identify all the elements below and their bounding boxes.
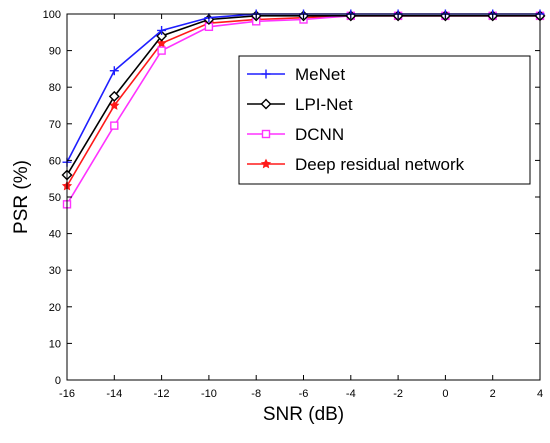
y-tick-label: 0 — [55, 375, 61, 387]
y-tick-label: 90 — [49, 46, 61, 58]
y-tick-label: 100 — [43, 9, 61, 21]
legend-label-deep-residual-network: Deep residual network — [295, 155, 465, 174]
legend-label-menet: MeNet — [295, 65, 345, 84]
x-tick-label: -8 — [251, 388, 261, 400]
y-tick-label: 20 — [49, 302, 61, 314]
legend-box — [238, 55, 531, 185]
data-point-lpi-net — [108, 90, 120, 102]
x-tick-label: 4 — [537, 388, 543, 400]
data-point-menet — [157, 25, 167, 35]
x-tick-label: -14 — [106, 388, 122, 400]
data-point-menet — [109, 66, 119, 76]
x-tick-label: -12 — [154, 388, 170, 400]
y-tick-label: 80 — [49, 82, 61, 94]
y-tick-label: 50 — [49, 192, 61, 204]
y-tick-label: 60 — [49, 155, 61, 167]
legend-marker-menet — [261, 69, 271, 79]
y-tick-label: 10 — [49, 338, 61, 350]
data-point-dcnn — [157, 46, 166, 55]
data-point-deep-residual-network — [109, 100, 120, 110]
legend-item-lpi-net: LPI-Net — [247, 95, 353, 114]
y-tick-label: 30 — [49, 265, 61, 277]
x-tick-label: -10 — [201, 388, 217, 400]
legend-marker-lpi-net — [260, 98, 272, 110]
y-tick-label: 40 — [49, 229, 61, 241]
legend-label-lpi-net: LPI-Net — [295, 95, 353, 114]
legend-marker-deep-residual-network — [260, 158, 272, 169]
legend: MeNet LPI-Net DCNN Deep residual network — [238, 55, 531, 185]
x-tick-label: -6 — [299, 388, 309, 400]
x-tick-label: 0 — [442, 388, 448, 400]
legend-marker-dcnn — [261, 129, 271, 139]
legend-item-menet: MeNet — [247, 65, 345, 84]
ticks-layer: -16 -14 -12 -10 -8 -6 -4 -2 0 2 401020304050607080… — [43, 9, 543, 400]
data-point-deep-residual-network — [156, 37, 167, 48]
data-point-dcnn — [110, 121, 119, 130]
y-axis-title: PSR (%) — [11, 160, 32, 234]
data-point-lpi-net — [156, 30, 168, 42]
x-tick-label: -16 — [59, 388, 75, 400]
x-tick-label: -2 — [393, 388, 403, 400]
x-tick-label: -4 — [346, 388, 356, 400]
x-axis-title: SNR (dB) — [263, 404, 344, 425]
y-tick-label: 70 — [49, 119, 61, 131]
x-tick-label: 2 — [490, 388, 496, 400]
legend-item-deep-residual-network: Deep residual network — [247, 155, 465, 174]
legend-item-dcnn: DCNN — [247, 125, 344, 144]
legend-label-dcnn: DCNN — [295, 125, 344, 144]
